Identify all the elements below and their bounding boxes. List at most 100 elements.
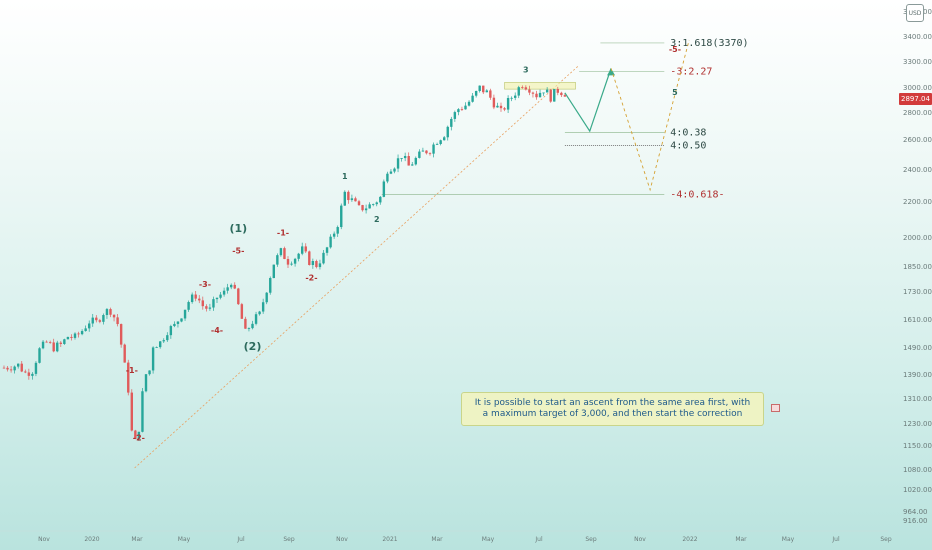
candle-body bbox=[84, 328, 87, 332]
time-tick-label: May bbox=[782, 536, 795, 543]
candle-body bbox=[212, 299, 215, 308]
time-tick-label: 2021 bbox=[382, 536, 397, 543]
candle-body bbox=[205, 306, 208, 309]
candle-body bbox=[357, 201, 361, 206]
candle-body bbox=[425, 150, 428, 154]
candle-body bbox=[148, 370, 151, 375]
candle-body bbox=[528, 89, 531, 93]
candle-body bbox=[474, 90, 478, 96]
candle-body bbox=[88, 323, 91, 329]
candle-body bbox=[375, 202, 378, 205]
candle-body bbox=[563, 95, 567, 97]
candle-body bbox=[112, 314, 116, 318]
projection-path bbox=[564, 68, 612, 133]
wave-label: -4- bbox=[211, 326, 223, 335]
candle-body bbox=[439, 140, 442, 145]
candle-body bbox=[9, 369, 13, 371]
candle-body bbox=[446, 126, 449, 138]
price-tick-label: 1230.00 bbox=[903, 420, 932, 428]
price-tick-label: 964.00 bbox=[903, 508, 928, 516]
time-tick-label: Nov bbox=[38, 536, 50, 543]
candle-body bbox=[414, 157, 417, 165]
candle-body bbox=[230, 284, 233, 288]
candle-body bbox=[137, 431, 141, 439]
candle-body bbox=[130, 392, 133, 431]
fib-level-layer: 3:1.618(3370) -3:2.27 4:0.38 4:0.50 -4:0.618… bbox=[381, 38, 749, 200]
candle-body bbox=[77, 333, 80, 335]
candle-body bbox=[464, 105, 467, 110]
candle-body bbox=[102, 315, 105, 322]
candle-body bbox=[386, 173, 389, 182]
candle-body bbox=[251, 323, 254, 329]
candle-body bbox=[545, 89, 549, 93]
time-tick-label: 2022 bbox=[682, 536, 697, 543]
candle-body bbox=[503, 108, 506, 110]
last-price-label: 2897.04 bbox=[899, 93, 932, 105]
candle-body bbox=[91, 317, 94, 324]
candle-body bbox=[194, 294, 197, 299]
wave-label: 1 bbox=[342, 172, 348, 181]
candle-body bbox=[244, 318, 247, 329]
candle-body bbox=[240, 304, 244, 319]
candle-body bbox=[403, 155, 407, 159]
wave-label-layer: (1) (2) 1 2 3 5 -1- -2- -3- -4- -5- -1- -2- -5- bbox=[126, 45, 681, 443]
candle-body bbox=[166, 335, 169, 341]
price-tick-label: 2200.00 bbox=[903, 198, 932, 206]
candle-body bbox=[489, 90, 492, 98]
candle-body bbox=[325, 247, 329, 253]
candle-body bbox=[66, 336, 70, 340]
candle-body bbox=[457, 109, 460, 113]
candle-body bbox=[354, 198, 357, 202]
candle-body bbox=[556, 89, 559, 93]
time-tick-label: May bbox=[482, 536, 495, 543]
time-tick-label: Jul bbox=[236, 536, 245, 543]
candle-body bbox=[180, 318, 183, 322]
candle-body bbox=[254, 314, 258, 324]
price-tick-label: 3300.00 bbox=[903, 58, 932, 66]
note-text: It is possible to start an ascent from t… bbox=[474, 398, 751, 419]
price-tick-label: 2800.00 bbox=[903, 109, 932, 117]
candle-body bbox=[400, 158, 403, 159]
candle-body bbox=[549, 89, 552, 102]
time-tick-label: Jul bbox=[534, 536, 543, 543]
candle-body bbox=[45, 341, 48, 343]
candle-body bbox=[308, 251, 311, 266]
candle-body bbox=[290, 263, 293, 265]
candle-body bbox=[141, 391, 144, 432]
candle-body bbox=[315, 261, 318, 268]
candle-body bbox=[70, 336, 73, 338]
candle-body bbox=[24, 371, 27, 373]
candle-body bbox=[293, 258, 297, 264]
candle-body bbox=[435, 144, 439, 145]
candle-body bbox=[379, 196, 382, 203]
fib-level-label: 3:1.618(3370) bbox=[670, 38, 748, 49]
candle-body bbox=[283, 248, 286, 260]
wave-label: -5- bbox=[669, 45, 681, 54]
candle-body bbox=[80, 331, 84, 335]
candle-layer bbox=[2, 85, 567, 442]
candle-body bbox=[506, 98, 510, 110]
candle-body bbox=[261, 302, 265, 312]
note-icon[interactable] bbox=[771, 404, 780, 412]
candle-body bbox=[176, 321, 180, 324]
candle-body bbox=[105, 309, 109, 316]
candle-body bbox=[123, 344, 126, 363]
candle-body bbox=[215, 297, 219, 300]
candle-body bbox=[151, 347, 155, 371]
price-tick-label: 1850.00 bbox=[903, 263, 932, 271]
candle-body bbox=[496, 105, 499, 108]
candle-body bbox=[531, 92, 535, 94]
candle-body bbox=[247, 328, 251, 329]
candle-body bbox=[190, 294, 194, 303]
candle-body bbox=[492, 97, 496, 108]
price-tick-label: 3400.00 bbox=[903, 33, 932, 41]
currency-badge[interactable]: USD bbox=[906, 4, 924, 22]
candle-body bbox=[311, 261, 315, 266]
wave-label: 2 bbox=[374, 215, 380, 224]
candle-body bbox=[304, 246, 307, 252]
price-tick-label: 916.00 bbox=[903, 517, 928, 525]
note-box[interactable]: It is possible to start an ascent from t… bbox=[461, 392, 764, 426]
candle-body bbox=[41, 341, 45, 349]
